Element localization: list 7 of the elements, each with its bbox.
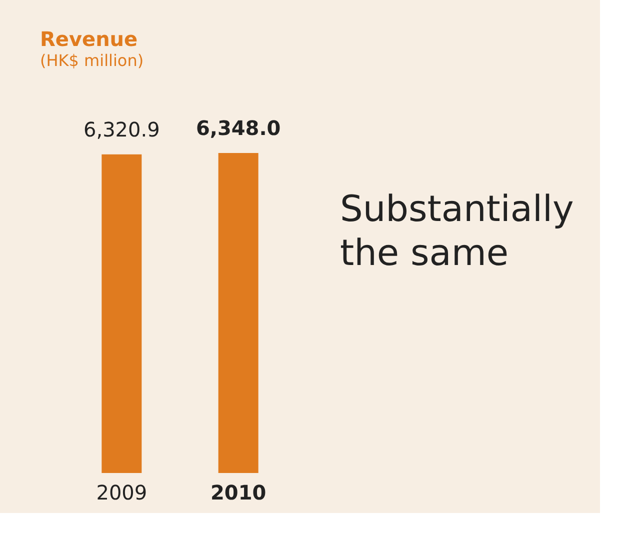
data-label: 6,348.0 [196, 116, 281, 140]
chart-subtitle: (HK$ million) [40, 51, 144, 70]
text: Substantially the same [340, 189, 574, 274]
x-tick-label: 2010 [210, 480, 266, 504]
chart-title: Revenue [40, 27, 138, 51]
x-tick-label: 2009 [96, 480, 148, 504]
data-label: 6,320.9 [83, 117, 160, 142]
